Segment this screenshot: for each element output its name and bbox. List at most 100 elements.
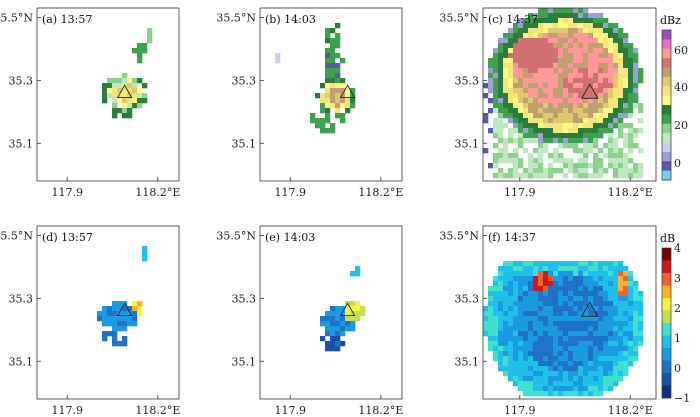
radar-cell bbox=[573, 43, 579, 49]
radar-cell bbox=[523, 336, 529, 342]
radar-cell bbox=[340, 316, 346, 322]
y-tick-label: 35.5°N bbox=[439, 11, 479, 24]
radar-cell bbox=[528, 331, 534, 337]
radar-cell bbox=[538, 291, 544, 297]
radar-cell bbox=[503, 53, 509, 59]
radar-cell bbox=[498, 173, 504, 179]
radar-cell bbox=[618, 271, 624, 277]
radar-cell bbox=[623, 103, 629, 109]
radar-cell bbox=[628, 63, 634, 69]
radar-cell bbox=[593, 93, 599, 99]
radar-cell bbox=[543, 118, 549, 124]
radar-cell bbox=[613, 331, 619, 337]
radar-cell bbox=[127, 316, 133, 322]
radar-cell bbox=[508, 281, 514, 287]
radar-cell bbox=[498, 73, 504, 79]
radar-cell bbox=[533, 83, 539, 89]
radar-cell bbox=[513, 163, 519, 169]
radar-cell bbox=[578, 271, 584, 277]
colorbar-swatch bbox=[662, 142, 671, 153]
radar-cell bbox=[523, 271, 529, 277]
radar-cell bbox=[628, 336, 634, 342]
x-tick-label: 117.9 bbox=[274, 186, 306, 199]
radar-cell bbox=[345, 108, 351, 114]
radar-cell bbox=[553, 73, 559, 79]
radar-cell bbox=[142, 251, 148, 257]
radar-cell bbox=[638, 341, 644, 347]
radar-cell bbox=[117, 306, 123, 312]
radar-cell bbox=[623, 108, 629, 114]
radar-cell bbox=[618, 113, 624, 119]
radar-cell bbox=[355, 301, 361, 307]
radar-cell bbox=[608, 118, 614, 124]
radar-cell bbox=[578, 43, 584, 49]
radar-cell bbox=[613, 63, 619, 69]
radar-cell bbox=[523, 138, 529, 144]
radar-cell bbox=[553, 63, 559, 69]
radar-cell bbox=[578, 38, 584, 44]
radar-cell bbox=[593, 346, 599, 352]
radar-cell bbox=[488, 306, 494, 312]
radar-cell bbox=[533, 173, 539, 179]
radar-cell bbox=[583, 148, 589, 154]
radar-cell bbox=[503, 103, 509, 109]
radar-cell bbox=[538, 361, 544, 367]
colorbar-tick-label: 2 bbox=[674, 302, 681, 315]
radar-cell bbox=[488, 326, 494, 332]
radar-cell bbox=[598, 13, 604, 19]
radar-cell bbox=[563, 18, 569, 24]
radar-cell bbox=[568, 93, 574, 99]
radar-cell bbox=[568, 336, 574, 342]
radar-cell bbox=[563, 281, 569, 287]
radar-cell bbox=[548, 341, 554, 347]
radar-cell bbox=[508, 28, 514, 34]
radar-cell bbox=[345, 98, 351, 104]
radar-cell bbox=[548, 376, 554, 382]
radar-cell bbox=[523, 98, 529, 104]
radar-cell bbox=[330, 73, 336, 79]
radar-cell bbox=[578, 158, 584, 164]
radar-cell bbox=[583, 163, 589, 169]
radar-cell bbox=[508, 53, 514, 59]
radar-cell bbox=[127, 306, 133, 312]
radar-cell bbox=[538, 63, 544, 69]
radar-cell bbox=[523, 261, 529, 267]
radar-cell bbox=[112, 316, 118, 322]
radar-cell bbox=[553, 48, 559, 54]
radar-cell bbox=[528, 356, 534, 362]
radar-cell bbox=[112, 83, 118, 89]
radar-cell bbox=[633, 68, 639, 74]
radar-cell bbox=[508, 98, 514, 104]
radar-cell bbox=[603, 68, 609, 74]
radar-cell bbox=[513, 28, 519, 34]
radar-cell bbox=[548, 351, 554, 357]
radar-cell bbox=[623, 356, 629, 362]
radar-cell bbox=[528, 13, 534, 19]
radar-cell bbox=[568, 138, 574, 144]
radar-cell bbox=[533, 291, 539, 297]
radar-cell bbox=[573, 18, 579, 24]
radar-cell bbox=[618, 311, 624, 317]
radar-cell bbox=[568, 371, 574, 377]
radar-cell bbox=[578, 128, 584, 134]
radar-cell bbox=[618, 28, 624, 34]
radar-cell bbox=[543, 143, 549, 149]
radar-cell bbox=[518, 83, 524, 89]
radar-cell bbox=[538, 296, 544, 302]
radar-cell bbox=[325, 346, 331, 352]
radar-cell bbox=[633, 311, 639, 317]
radar-cell bbox=[563, 33, 569, 39]
radar-cell bbox=[578, 103, 584, 109]
radar-cell bbox=[553, 336, 559, 342]
radar-cell bbox=[618, 326, 624, 332]
radar-cell bbox=[608, 68, 614, 74]
x-tick-label: 118.2°E bbox=[135, 186, 180, 199]
radar-cell bbox=[498, 281, 504, 287]
radar-cell bbox=[628, 88, 634, 94]
radar-cell bbox=[638, 78, 644, 84]
radar-cell bbox=[518, 163, 524, 169]
radar-cell bbox=[127, 103, 133, 109]
radar-cell bbox=[483, 316, 489, 322]
radar-cell bbox=[563, 286, 569, 292]
